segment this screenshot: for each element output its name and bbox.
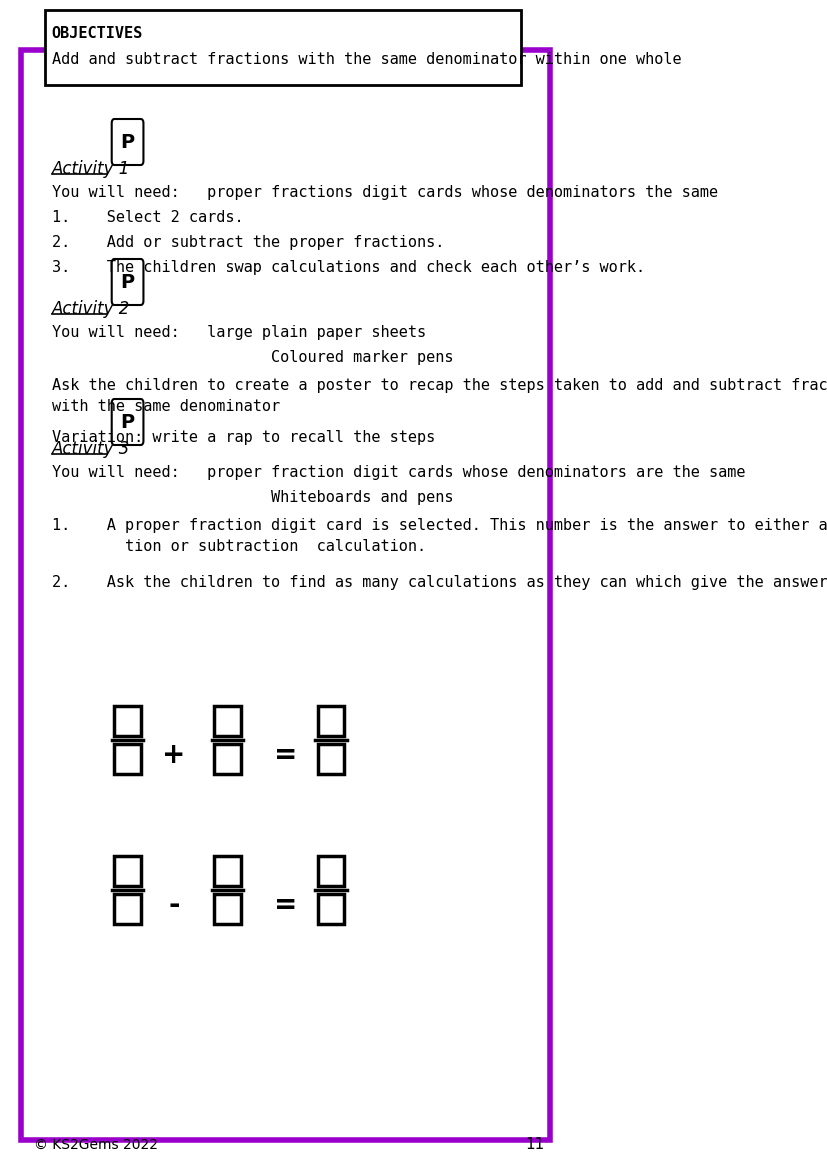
Bar: [114, 744, 141, 775]
Text: 1.    Select 2 cards.: 1. Select 2 cards.: [52, 209, 243, 225]
Text: =: =: [275, 741, 298, 769]
Text: You will need:   proper fractions digit cards whose denominators the same: You will need: proper fractions digit ca…: [52, 185, 718, 200]
Text: -: -: [168, 892, 179, 918]
FancyBboxPatch shape: [112, 259, 143, 305]
Text: Variation: write a rap to recall the steps: Variation: write a rap to recall the ste…: [52, 431, 435, 445]
Text: 11: 11: [525, 1137, 545, 1152]
Text: Whiteboards and pens: Whiteboards and pens: [52, 490, 453, 505]
FancyBboxPatch shape: [112, 119, 143, 165]
Text: Activity 3: Activity 3: [52, 440, 130, 457]
Bar: [214, 894, 241, 924]
Text: P: P: [121, 132, 135, 151]
Bar: [318, 744, 344, 775]
Text: Activity 2: Activity 2: [52, 300, 130, 318]
Bar: [114, 894, 141, 924]
Bar: [214, 856, 241, 886]
Text: OBJECTIVES: OBJECTIVES: [52, 26, 143, 41]
Text: 2.    Add or subtract the proper fractions.: 2. Add or subtract the proper fractions.: [52, 235, 444, 250]
Text: P: P: [121, 273, 135, 291]
Text: You will need:   large plain paper sheets: You will need: large plain paper sheets: [52, 325, 426, 340]
Text: Ask the children to create a poster to recap the steps taken to add and subtract: Ask the children to create a poster to r…: [52, 378, 827, 414]
Text: © KS2Gems 2022: © KS2Gems 2022: [35, 1138, 159, 1152]
Text: =: =: [275, 892, 298, 918]
Text: Add and subtract fractions with the same denominator within one whole: Add and subtract fractions with the same…: [52, 51, 681, 67]
Bar: [318, 706, 344, 736]
Text: P: P: [121, 413, 135, 432]
FancyBboxPatch shape: [112, 399, 143, 445]
Bar: [318, 894, 344, 924]
Bar: [214, 706, 241, 736]
Text: 2.    Ask the children to find as many calculations as they can which give the a: 2. Ask the children to find as many calc…: [52, 574, 827, 590]
Text: You will need:   proper fraction digit cards whose denominators are the same: You will need: proper fraction digit car…: [52, 464, 745, 480]
Bar: [114, 706, 141, 736]
Bar: [45, 11, 521, 85]
Bar: [114, 856, 141, 886]
Text: Activity 1: Activity 1: [52, 160, 130, 178]
Bar: [318, 856, 344, 886]
Bar: [214, 744, 241, 775]
Text: Coloured marker pens: Coloured marker pens: [52, 350, 453, 365]
Text: 3.    The children swap calculations and check each other’s work.: 3. The children swap calculations and ch…: [52, 260, 645, 275]
Text: 1.    A proper fraction digit card is selected. This number is the answer to eit: 1. A proper fraction digit card is selec…: [52, 518, 827, 555]
Text: +: +: [162, 741, 185, 769]
